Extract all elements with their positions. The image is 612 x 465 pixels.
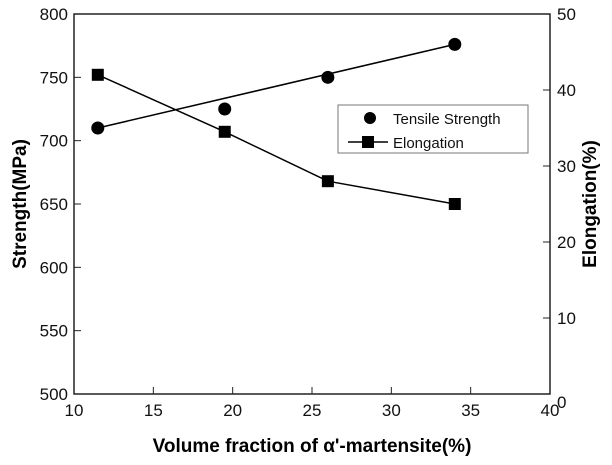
y-right-tick-label: 10 bbox=[557, 309, 576, 328]
x-tick-label: 15 bbox=[144, 401, 163, 420]
y-left-tick-label: 700 bbox=[40, 132, 68, 151]
y-left-tick-label: 750 bbox=[40, 68, 68, 87]
y-right-tick-label: 20 bbox=[557, 233, 576, 252]
elongation-point bbox=[218, 125, 231, 138]
plot-frame bbox=[73, 13, 551, 395]
tensile-strength-point bbox=[448, 37, 462, 51]
x-tick-label: 30 bbox=[382, 401, 401, 420]
y-left-tick-label: 550 bbox=[40, 322, 68, 341]
y-right-tick-label: 40 bbox=[557, 81, 576, 100]
y-right-tick-label: 50 bbox=[557, 5, 576, 24]
x-tick-label: 40 bbox=[541, 401, 560, 420]
legend-label-tensile-strength: Tensile Strength bbox=[393, 111, 501, 128]
x-tick-label: 35 bbox=[461, 401, 480, 420]
y-right-axis-title: Elongation(%) bbox=[580, 140, 601, 268]
y-left-tick-label: 650 bbox=[40, 195, 68, 214]
y-right-tick-label: 30 bbox=[557, 157, 576, 176]
legend-marker-tensile-strength bbox=[364, 112, 376, 124]
y-right-tick-label: 0 bbox=[557, 393, 566, 412]
y-left-tick-label: 800 bbox=[40, 5, 68, 24]
elongation-line bbox=[97, 74, 455, 205]
tensile-strength-fit-line bbox=[97, 43, 455, 129]
elongation-point bbox=[91, 68, 104, 81]
legend: Tensile Strength Elongation bbox=[337, 104, 529, 154]
elongation-point bbox=[321, 175, 334, 188]
legend-label-elongation: Elongation bbox=[393, 135, 464, 152]
x-tick-label: 10 bbox=[65, 401, 84, 420]
x-tick-label: 25 bbox=[303, 401, 322, 420]
tensile-strength-point bbox=[218, 102, 232, 116]
x-tick-label: 20 bbox=[223, 401, 242, 420]
tensile-strength-point bbox=[91, 121, 105, 135]
tensile-strength-point bbox=[321, 70, 335, 84]
elongation-point bbox=[448, 198, 461, 210]
legend-marker-elongation bbox=[362, 136, 374, 148]
x-axis-title: Volume fraction of α'-martensite(%) bbox=[153, 436, 472, 457]
y-left-tick-label: 500 bbox=[40, 385, 68, 404]
y-left-axis-title: Strength(MPa) bbox=[10, 139, 31, 269]
y-left-tick-label: 600 bbox=[40, 258, 68, 277]
